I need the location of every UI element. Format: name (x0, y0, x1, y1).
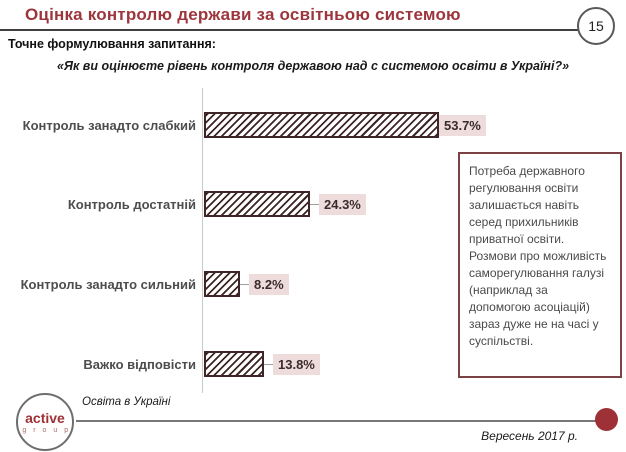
active-group-logo: active g r o u p (16, 393, 74, 451)
category-label: Контроль занадто сильний (20, 276, 196, 292)
category-label: Контроль занадто слабкий (22, 117, 196, 133)
bar-control-too-strong (204, 271, 240, 297)
footer-dot-decoration (595, 408, 618, 431)
page-number-badge: 15 (577, 7, 615, 45)
bar-track: 8.2% (204, 271, 289, 297)
logo-text-group: g r o u p (22, 426, 71, 434)
annotation-box: Потреба державного регулювання освіти за… (458, 152, 622, 378)
value-label: 53.7% (439, 114, 486, 136)
category-label: Контроль достатній (67, 196, 196, 212)
survey-date-label: Вересень 2017 р. (481, 429, 578, 443)
question-label: Точне формулювання запитання: (8, 37, 216, 51)
leader-line (240, 283, 249, 285)
bar-hard-to-answer (204, 351, 264, 377)
title-divider (0, 29, 578, 31)
category-label: Важко відповісти (83, 356, 196, 372)
page-number: 15 (588, 18, 604, 34)
chart-axis-line (202, 88, 203, 393)
logo-text-active: active (25, 409, 65, 426)
bar-control-sufficient (204, 191, 310, 217)
survey-source-label: Освіта в Україні (82, 396, 171, 408)
bar-track: 24.3% (204, 191, 366, 217)
bar-track: 53.7% (204, 112, 486, 138)
leader-line (310, 203, 319, 205)
value-label: 24.3% (319, 193, 366, 215)
question-quote: «Як ви оцінюєте рівень контроля державою… (56, 59, 570, 73)
bar-control-too-weak (204, 112, 439, 138)
annotation-text: Потреба державного регулювання освіти за… (469, 164, 607, 349)
value-label: 8.2% (249, 273, 289, 295)
value-label: 13.8% (273, 353, 320, 375)
leader-line (264, 363, 273, 365)
page-title: Оцінка контролю держави за освітньою сис… (25, 5, 461, 24)
bar-track: 13.8% (204, 351, 320, 377)
footer-divider (76, 420, 600, 422)
